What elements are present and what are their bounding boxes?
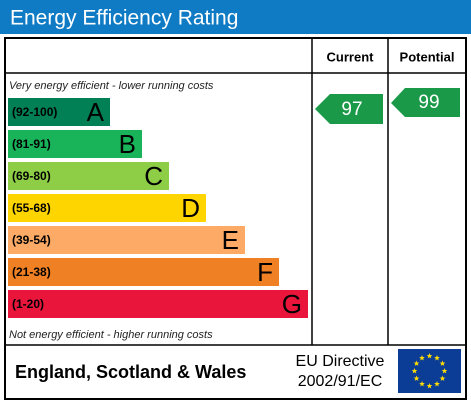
band-letter: B	[119, 129, 136, 159]
band-letter: C	[144, 161, 163, 191]
eu-star	[419, 380, 425, 387]
title-bar	[0, 0, 471, 34]
band	[8, 162, 169, 190]
header-potential: Potential	[400, 49, 455, 64]
band-letter: E	[222, 225, 239, 255]
eu-star	[426, 383, 433, 389]
band-range: (69-80)	[12, 169, 51, 183]
eu-star	[441, 368, 448, 374]
eu-star	[419, 355, 425, 361]
current-value: 97	[341, 99, 362, 120]
band-letter: F	[257, 257, 273, 287]
band-letter: G	[282, 289, 302, 319]
band-range: (81-91)	[12, 137, 51, 151]
eu-star	[434, 355, 440, 361]
eu-star	[413, 360, 420, 366]
top-note: Very energy efficient - lower running co…	[9, 80, 214, 92]
footer-directive: EU Directive	[296, 353, 385, 370]
band-letter: A	[87, 97, 105, 127]
eu-star	[439, 360, 446, 366]
band	[8, 226, 245, 254]
header-current: Current	[327, 49, 375, 64]
band	[8, 130, 142, 158]
band-range: (39-54)	[12, 233, 51, 247]
footer-directive: 2002/91/EC	[298, 373, 383, 390]
eu-stars	[411, 353, 448, 389]
eu-star	[411, 368, 418, 374]
band	[8, 258, 279, 286]
title: Energy Efficiency Rating	[10, 7, 238, 30]
band-letter: D	[181, 193, 200, 223]
potential-arrow	[391, 88, 460, 117]
footer-region: England, Scotland & Wales	[15, 362, 246, 382]
current-arrow	[315, 94, 383, 124]
band-range: (21-38)	[12, 265, 51, 279]
band	[8, 194, 206, 222]
eu-star	[413, 375, 420, 381]
band-range: (92-100)	[12, 105, 57, 119]
band	[8, 290, 308, 318]
band	[8, 98, 110, 126]
band-range: (1-20)	[12, 297, 44, 311]
eu-star	[434, 380, 440, 387]
potential-value: 99	[418, 92, 439, 113]
frame	[4, 37, 467, 400]
band-range: (55-68)	[12, 201, 51, 215]
eu-star	[439, 375, 446, 381]
bands: (92-100) A (81-91) B (69-80) C (55-68) D (39-54)…	[8, 97, 308, 319]
eu-star	[426, 353, 433, 359]
bottom-note: Not energy efficient - higher running co…	[9, 329, 213, 341]
